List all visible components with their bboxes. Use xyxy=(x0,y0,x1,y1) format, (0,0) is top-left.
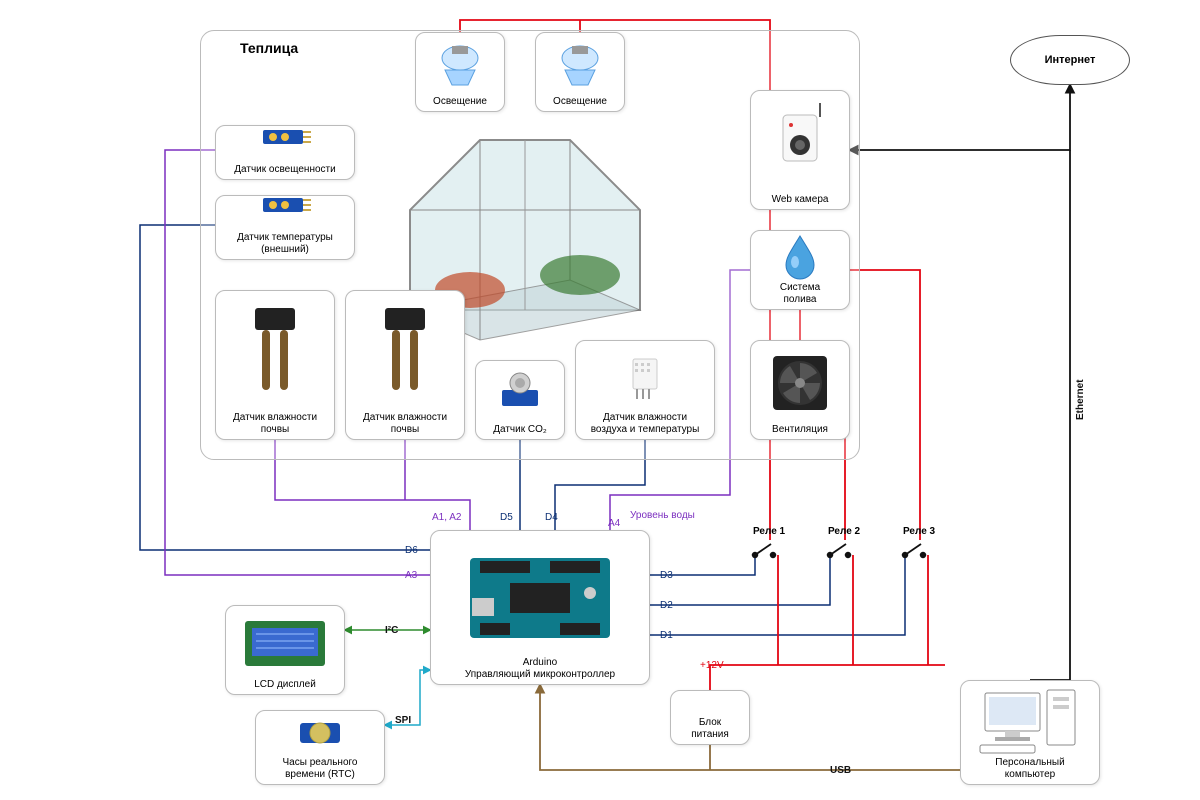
node-fan-label: Вентиляция xyxy=(772,424,828,436)
edge-label-d5: D5 xyxy=(500,512,513,523)
dht-icon xyxy=(580,345,710,410)
edge-label-p12v: +12V xyxy=(700,660,724,671)
node-co2-label: Датчик CO₂ xyxy=(493,424,547,436)
node-water: Система полива xyxy=(750,230,850,310)
node-rtc: Часы реального времени (RTC) xyxy=(255,710,385,785)
node-light1: Освещение xyxy=(415,32,505,112)
node-temp_ext-label: Датчик температуры (внешний) xyxy=(237,232,333,255)
node-soil1-label: Датчик влажности почвы xyxy=(233,412,317,435)
drop-icon xyxy=(755,230,845,280)
node-psu: Блок питания xyxy=(670,690,750,745)
node-co2: Датчик CO₂ xyxy=(475,360,565,440)
camera-icon xyxy=(755,95,845,192)
edge-label-spi: SPI xyxy=(395,715,411,726)
node-fan: Вентиляция xyxy=(750,340,850,440)
edge-label-a1a2: A1, A2 xyxy=(432,512,461,523)
lamp-icon xyxy=(540,37,620,94)
node-lcd-label: LCD дисплей xyxy=(254,679,316,691)
node-dht-label: Датчик влажности воздуха и температуры xyxy=(591,412,700,435)
node-pc-label: Персональный компьютер xyxy=(995,757,1064,780)
node-water-label: Система полива xyxy=(780,282,820,305)
edge-label-waterlv: Уровень воды xyxy=(630,510,695,521)
node-light2-label: Освещение xyxy=(553,96,607,108)
internet-cloud: Интернет xyxy=(1010,35,1130,85)
soil-icon xyxy=(220,295,330,410)
soil-icon xyxy=(350,295,460,410)
board-blue-icon xyxy=(220,180,350,230)
node-dht: Датчик влажности воздуха и температуры xyxy=(575,340,715,440)
node-rtc-label: Часы реального времени (RTC) xyxy=(283,757,358,780)
edge-label-d1: D1 xyxy=(660,630,673,641)
pc-icon xyxy=(965,685,1095,755)
fan-icon xyxy=(755,345,845,422)
node-arduino: Arduino Управляющий микроконтроллер xyxy=(430,530,650,685)
edge-label-eth: Ethernet xyxy=(1075,379,1086,420)
rtc-icon xyxy=(260,705,380,755)
node-light1-label: Освещение xyxy=(433,96,487,108)
node-lcd: LCD дисплей xyxy=(225,605,345,695)
lamp-icon xyxy=(420,37,500,94)
arduino-icon xyxy=(435,535,645,655)
edge-label-a3: A3 xyxy=(405,570,417,581)
edge-label-d6: D6 xyxy=(405,545,418,556)
node-webcam-label: Web камера xyxy=(772,194,829,206)
none-icon xyxy=(675,695,745,715)
node-lux-label: Датчик освещенности xyxy=(234,164,335,176)
edge-label-usb: USB xyxy=(830,765,851,776)
node-pc: Персональный компьютер xyxy=(960,680,1100,785)
edge-label-d2: D2 xyxy=(660,600,673,611)
board-blue-icon xyxy=(220,112,350,162)
lcd-icon xyxy=(230,610,340,677)
greenhouse-title: Теплица xyxy=(240,40,298,56)
relay-r2-label: Реле 2 xyxy=(828,526,860,537)
node-lux: Датчик освещенности xyxy=(215,125,355,180)
edge-label-d3: D3 xyxy=(660,570,673,581)
node-light2: Освещение xyxy=(535,32,625,112)
node-soil2-label: Датчик влажности почвы xyxy=(363,412,447,435)
node-soil1: Датчик влажности почвы xyxy=(215,290,335,440)
node-psu-label: Блок питания xyxy=(691,717,729,740)
internet-label: Интернет xyxy=(1045,54,1096,66)
edge-label-a4: A4 xyxy=(608,518,620,529)
co2-icon xyxy=(480,365,560,422)
edge-label-d4: D4 xyxy=(545,512,558,523)
relay-r3-label: Реле 3 xyxy=(903,526,935,537)
node-soil2: Датчик влажности почвы xyxy=(345,290,465,440)
node-webcam: Web камера xyxy=(750,90,850,210)
node-arduino-label: Arduino Управляющий микроконтроллер xyxy=(465,657,615,680)
node-temp_ext: Датчик температуры (внешний) xyxy=(215,195,355,260)
edge-label-i2c: I²C xyxy=(385,625,398,636)
relay-r1-label: Реле 1 xyxy=(753,526,785,537)
